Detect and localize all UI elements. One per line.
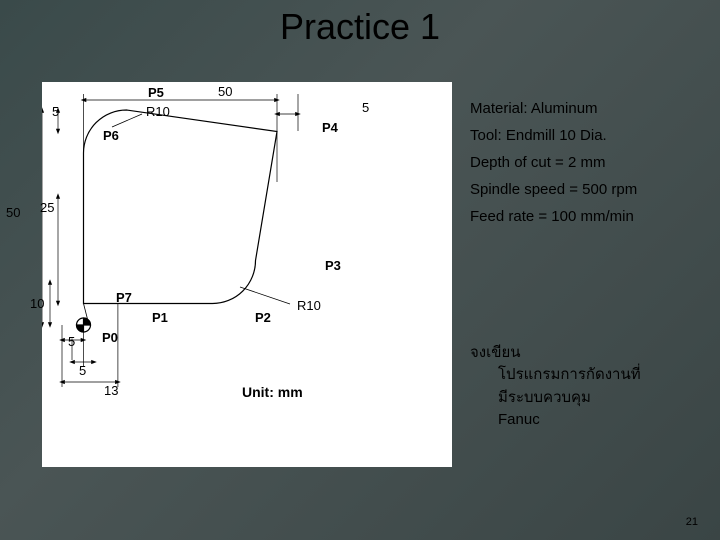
dim-50-left: 50 [6, 205, 20, 220]
spec-feed: Feed rate = 100 mm/min [470, 208, 710, 225]
dim-5-p0h: 5 [68, 334, 75, 349]
spec-spindle: Spindle speed = 500 rpm [470, 181, 710, 198]
dim-10: 10 [30, 296, 44, 311]
dim-5-tr: 5 [362, 100, 369, 115]
spec-material: Material: Aluminum [470, 100, 710, 117]
dim-50-top: 50 [218, 84, 232, 99]
task-block: จงเขียน โปรแกรมการกัดงานที่ มีระบบควบคุม… [470, 340, 710, 432]
label-P1: P1 [152, 310, 168, 325]
unit-label: Unit: mm [242, 384, 303, 400]
page-number: 21 [686, 516, 698, 528]
task-heading: จงเขียน [470, 340, 710, 364]
label-P6: P6 [103, 128, 119, 143]
label-P4: P4 [322, 120, 338, 135]
task-line2: มีระบบควบคุม [498, 387, 710, 410]
leader-r10-bot [240, 287, 290, 304]
task-line3: Fanuc [498, 409, 710, 432]
spec-tool: Tool: Endmill 10 Dia. [470, 127, 710, 144]
label-P3: P3 [325, 258, 341, 273]
specs-block: Material: Aluminum Tool: Endmill 10 Dia.… [470, 100, 710, 235]
label-P7: P7 [116, 290, 132, 305]
label-P0: P0 [102, 330, 118, 345]
dim-5-tl: 5 [52, 104, 59, 119]
label-P2: P2 [255, 310, 271, 325]
label-P5: P5 [148, 85, 164, 100]
dim-13: 13 [104, 383, 118, 398]
spec-depth: Depth of cut = 2 mm [470, 154, 710, 171]
dim-R10-bot: R10 [297, 298, 321, 313]
slide-title: Practice 1 [0, 6, 720, 48]
dim-25: 25 [40, 200, 54, 215]
dim-5-p0v: 5 [79, 363, 86, 378]
leader-r10-top [112, 114, 142, 127]
task-line1: โปรแกรมการกัดงานที่ [498, 364, 710, 387]
diagram-panel: P0 P1 P2 P3 P4 P5 P6 P7 50 5 5 R10 50 25… [42, 82, 452, 467]
origin-symbol [77, 318, 91, 332]
dim-R10-top: R10 [146, 104, 170, 119]
